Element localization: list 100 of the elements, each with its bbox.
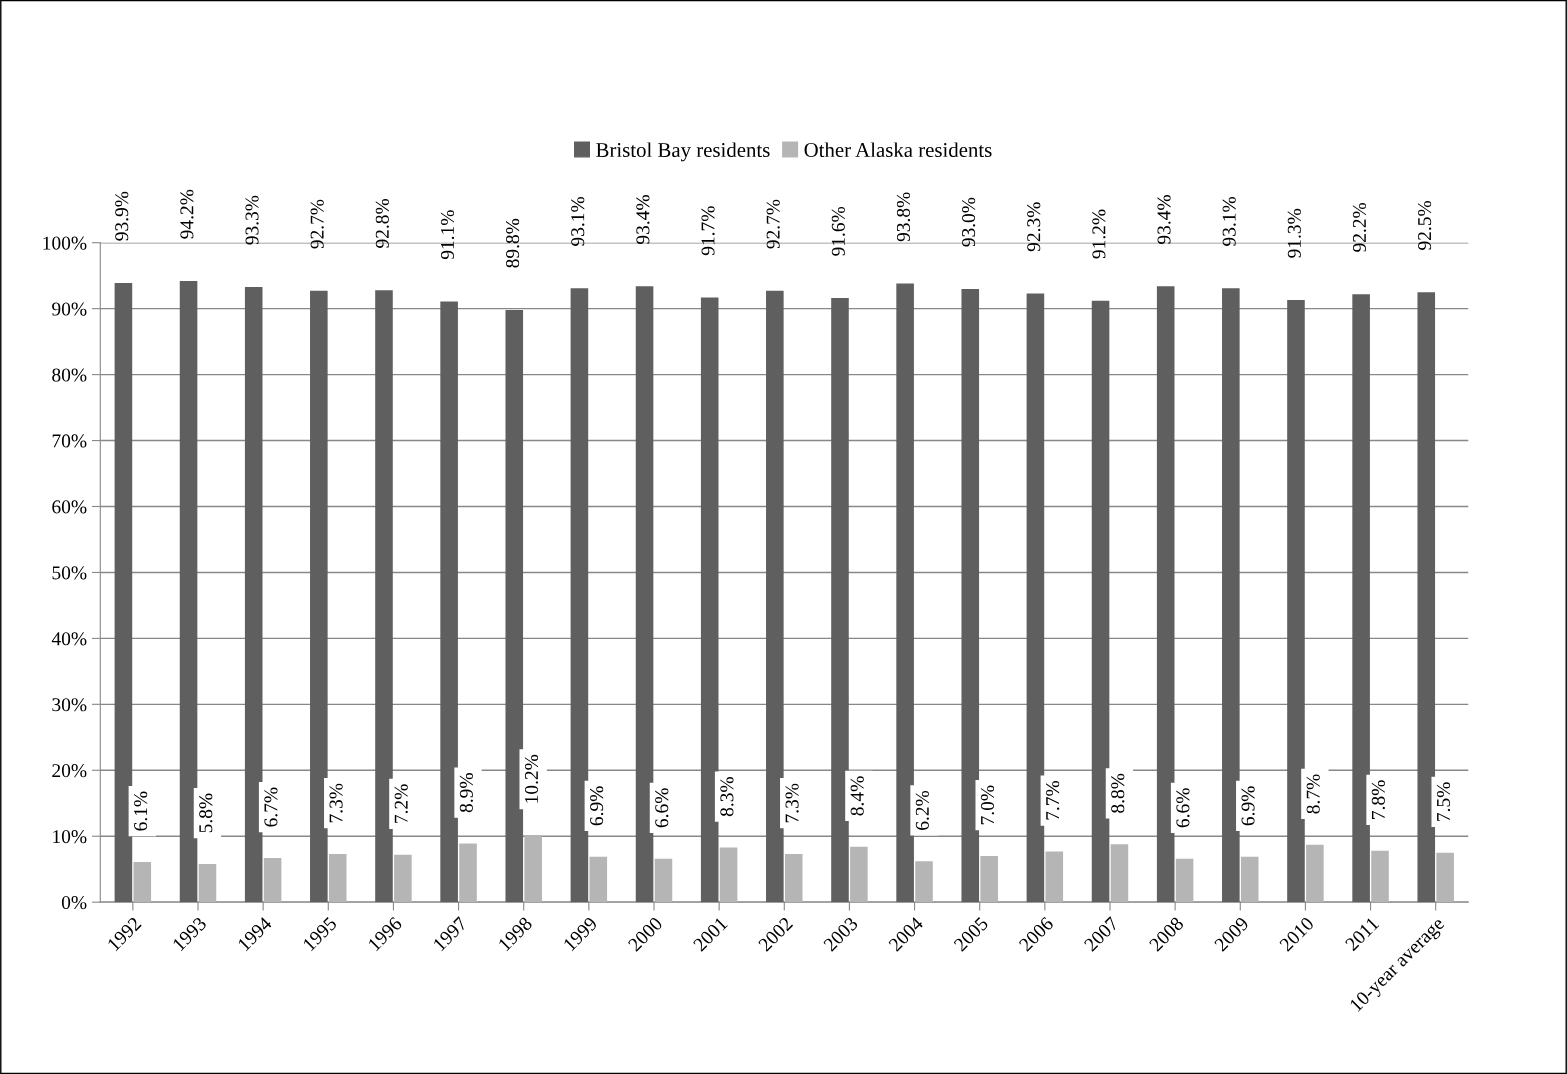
data-label: 7.0% (980, 785, 995, 825)
data-label: 6.7% (264, 787, 278, 827)
bar (524, 834, 542, 903)
data-label: 91.6% (831, 206, 845, 256)
data-label: 6.6% (655, 788, 669, 828)
bar (915, 861, 933, 903)
bar (1287, 300, 1305, 903)
y-tick-label: 50% (52, 566, 87, 580)
bar (440, 301, 458, 903)
y-tick-label: 100% (43, 236, 87, 250)
bar (1175, 858, 1194, 903)
bar (1417, 292, 1436, 903)
bar (1156, 286, 1175, 903)
bar (784, 854, 803, 903)
y-tick-label: 90% (52, 302, 87, 316)
bar (133, 861, 152, 903)
data-label: 8.8% (1111, 773, 1125, 813)
bar (310, 290, 328, 903)
data-label: 6.9% (590, 786, 604, 826)
data-label: 89.8% (506, 218, 520, 268)
data-label: 7.2% (394, 784, 408, 823)
bar (831, 298, 849, 903)
data-label: 5.8% (199, 793, 213, 833)
data-label: 91.7% (701, 206, 715, 256)
bar (114, 282, 133, 903)
bar (263, 857, 282, 903)
data-label: 10.2% (524, 754, 539, 803)
data-label: 6.9% (1241, 786, 1255, 826)
data-label: 6.2% (915, 790, 929, 830)
data-label: 92.7% (310, 199, 324, 249)
data-label: 91.3% (1287, 208, 1301, 258)
legend-label: Other Alaska residents (804, 142, 992, 158)
bar (505, 309, 524, 903)
data-label: 8.4% (850, 776, 864, 816)
bar (459, 843, 477, 903)
bar (244, 286, 263, 903)
data-label: 93.4% (636, 195, 650, 244)
data-label: 8.9% (459, 773, 473, 813)
data-label: 92.2% (1352, 202, 1367, 252)
x-tick-label: 1993 (172, 916, 208, 952)
data-label: 7.3% (785, 783, 799, 823)
data-label: 93.1% (571, 197, 585, 246)
y-tick-label: 40% (51, 632, 87, 646)
bar (1352, 294, 1370, 903)
data-label: 92.5% (1418, 200, 1432, 250)
data-label: 91.2% (1092, 209, 1106, 259)
y-tick-label: 60% (52, 500, 87, 514)
y-tick-label: 80% (52, 368, 87, 382)
data-label: 94.2% (180, 189, 194, 239)
data-label: 7.7% (1046, 780, 1060, 820)
data-label: 92.8% (375, 198, 389, 248)
y-tick-label: 30% (52, 698, 87, 712)
y-tick-label: 10% (53, 830, 87, 844)
bar (1306, 844, 1324, 903)
bar (961, 288, 980, 903)
y-tick-label: 20% (52, 764, 87, 778)
data-label: 93.9% (115, 191, 129, 241)
bar (1091, 300, 1110, 903)
x-tick-label: 1992 (107, 916, 142, 952)
bar (1026, 293, 1045, 903)
data-label: 7.5% (1436, 782, 1451, 821)
bar (394, 854, 412, 903)
legend-label: Bristol Bay residents (596, 142, 770, 162)
bar (1240, 856, 1259, 903)
x-tick-label: 2011 (1344, 916, 1380, 952)
y-tick-label: 70% (52, 434, 87, 448)
bar (635, 286, 654, 903)
bar (1222, 288, 1240, 903)
bar (570, 288, 589, 903)
bar (1436, 852, 1454, 903)
bar (179, 280, 198, 903)
data-label: 92.7% (766, 199, 780, 249)
bar (328, 854, 347, 903)
y-tick-label: 0% (61, 895, 87, 910)
data-label: 91.1% (440, 210, 455, 260)
data-label: 8.7% (1306, 774, 1320, 814)
data-label: 7.3% (329, 783, 343, 823)
bar (850, 846, 868, 903)
data-label: 8.3% (720, 777, 734, 817)
bar (589, 856, 608, 903)
bar (896, 283, 914, 903)
bar (1045, 851, 1064, 903)
bar (654, 858, 673, 903)
data-label: 93.3% (245, 195, 259, 245)
bar (1371, 850, 1389, 903)
bar (766, 290, 784, 903)
data-label: 93.0% (962, 197, 976, 247)
bar (719, 847, 738, 903)
data-label: 92.3% (1027, 202, 1041, 252)
data-label: 6.6% (1176, 788, 1190, 828)
bar (980, 856, 998, 903)
data-label: 7.8% (1371, 780, 1385, 819)
data-label: 93.1% (1222, 197, 1236, 246)
data-label: 93.8% (896, 192, 911, 242)
data-label: 6.1% (134, 791, 148, 831)
bar (198, 863, 217, 903)
data-label: 93.4% (1157, 195, 1171, 244)
x-tick-label: 1999 (563, 916, 598, 952)
bar (700, 297, 719, 903)
bar (1110, 844, 1129, 903)
